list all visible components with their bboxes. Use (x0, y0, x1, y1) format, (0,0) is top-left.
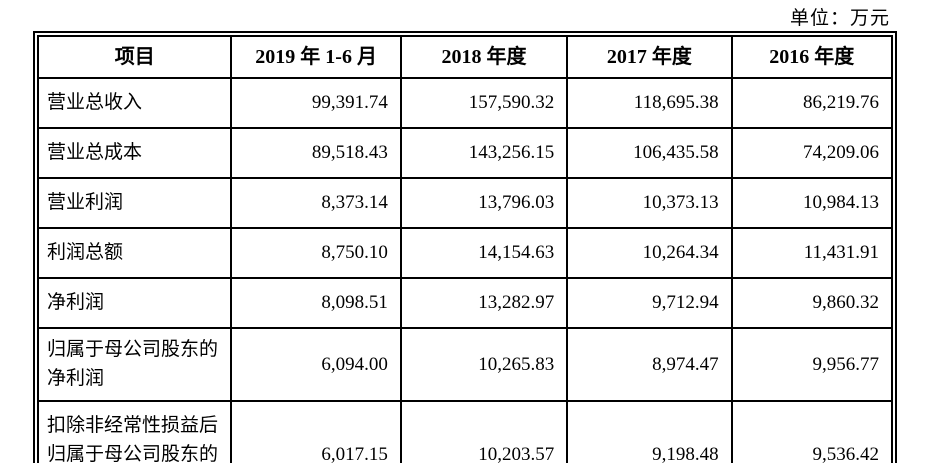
cell-value: 10,264.34 (566, 227, 733, 279)
table-row-total-cost: 营业总成本 89,518.43 143,256.15 106,435.58 74… (36, 127, 894, 179)
financial-table: 项目 2019 年 1-6 月 2018 年度 2017 年度 2016 年度 … (36, 35, 894, 463)
cell-value: 9,536.42 (730, 399, 894, 463)
cell-value: 74,209.06 (730, 127, 894, 179)
header-item: 项目 (36, 35, 233, 79)
table-row-operating-profit: 营业利润 8,373.14 13,796.03 10,373.13 10,984… (36, 177, 894, 229)
row-label: 营业利润 (36, 177, 233, 229)
cell-value: 118,695.38 (566, 77, 733, 129)
cell-value: 11,431.91 (730, 227, 894, 279)
cell-value: 9,198.48 (566, 399, 733, 463)
cell-value: 9,860.32 (730, 277, 894, 329)
table-row-total-profit: 利润总额 8,750.10 14,154.63 10,264.34 11,431… (36, 227, 894, 279)
table-row-net-profit: 净利润 8,098.51 13,282.97 9,712.94 9,860.32 (36, 277, 894, 329)
table-header: 项目 2019 年 1-6 月 2018 年度 2017 年度 2016 年度 (36, 35, 894, 79)
unit-label: 单位：万元 (789, 8, 890, 29)
cell-value: 10,373.13 (566, 177, 733, 229)
cell-value: 9,956.77 (730, 327, 894, 402)
cell-value: 13,282.97 (399, 277, 569, 329)
cell-value: 10,265.83 (399, 327, 569, 402)
header-2017: 2017 年度 (566, 35, 733, 79)
cell-value: 89,518.43 (230, 127, 402, 179)
header-row: 项目 2019 年 1-6 月 2018 年度 2017 年度 2016 年度 (36, 35, 894, 79)
cell-value: 8,373.14 (230, 177, 402, 229)
cell-value: 106,435.58 (566, 127, 733, 179)
cell-value: 99,391.74 (230, 77, 402, 129)
cell-value: 13,796.03 (399, 177, 569, 229)
row-label: 利润总额 (36, 227, 233, 279)
cell-value: 157,590.32 (399, 77, 569, 129)
cell-value: 8,750.10 (230, 227, 402, 279)
cell-value: 9,712.94 (566, 277, 733, 329)
row-label: 营业总成本 (36, 127, 233, 179)
header-2019h1: 2019 年 1-6 月 (230, 35, 402, 79)
cell-value: 6,094.00 (230, 327, 402, 402)
table-row-net-profit-parent-excl-nonrecurring: 扣除非经常性损益后归属于母公司股东的净利润 6,017.15 10,203.57… (36, 399, 894, 463)
header-2016: 2016 年度 (730, 35, 894, 79)
cell-value: 6,017.15 (230, 399, 402, 463)
row-label: 净利润 (36, 277, 233, 329)
financial-table-border: 项目 2019 年 1-6 月 2018 年度 2017 年度 2016 年度 … (33, 31, 897, 463)
table-row-total-revenue: 营业总收入 99,391.74 157,590.32 118,695.38 86… (36, 77, 894, 129)
header-2018: 2018 年度 (399, 35, 569, 79)
cell-value: 143,256.15 (399, 127, 569, 179)
cell-value: 14,154.63 (399, 227, 569, 279)
cell-value: 8,098.51 (230, 277, 402, 329)
row-label: 扣除非经常性损益后归属于母公司股东的净利润 (36, 399, 233, 463)
row-label: 归属于母公司股东的净利润 (36, 327, 233, 402)
table-body: 营业总收入 99,391.74 157,590.32 118,695.38 86… (36, 77, 894, 463)
row-label: 营业总收入 (36, 77, 233, 129)
cell-value: 8,974.47 (566, 327, 733, 402)
cell-value: 86,219.76 (730, 77, 894, 129)
cell-value: 10,203.57 (399, 399, 569, 463)
cell-value: 10,984.13 (730, 177, 894, 229)
table-row-net-profit-parent: 归属于母公司股东的净利润 6,094.00 10,265.83 8,974.47… (36, 327, 894, 402)
